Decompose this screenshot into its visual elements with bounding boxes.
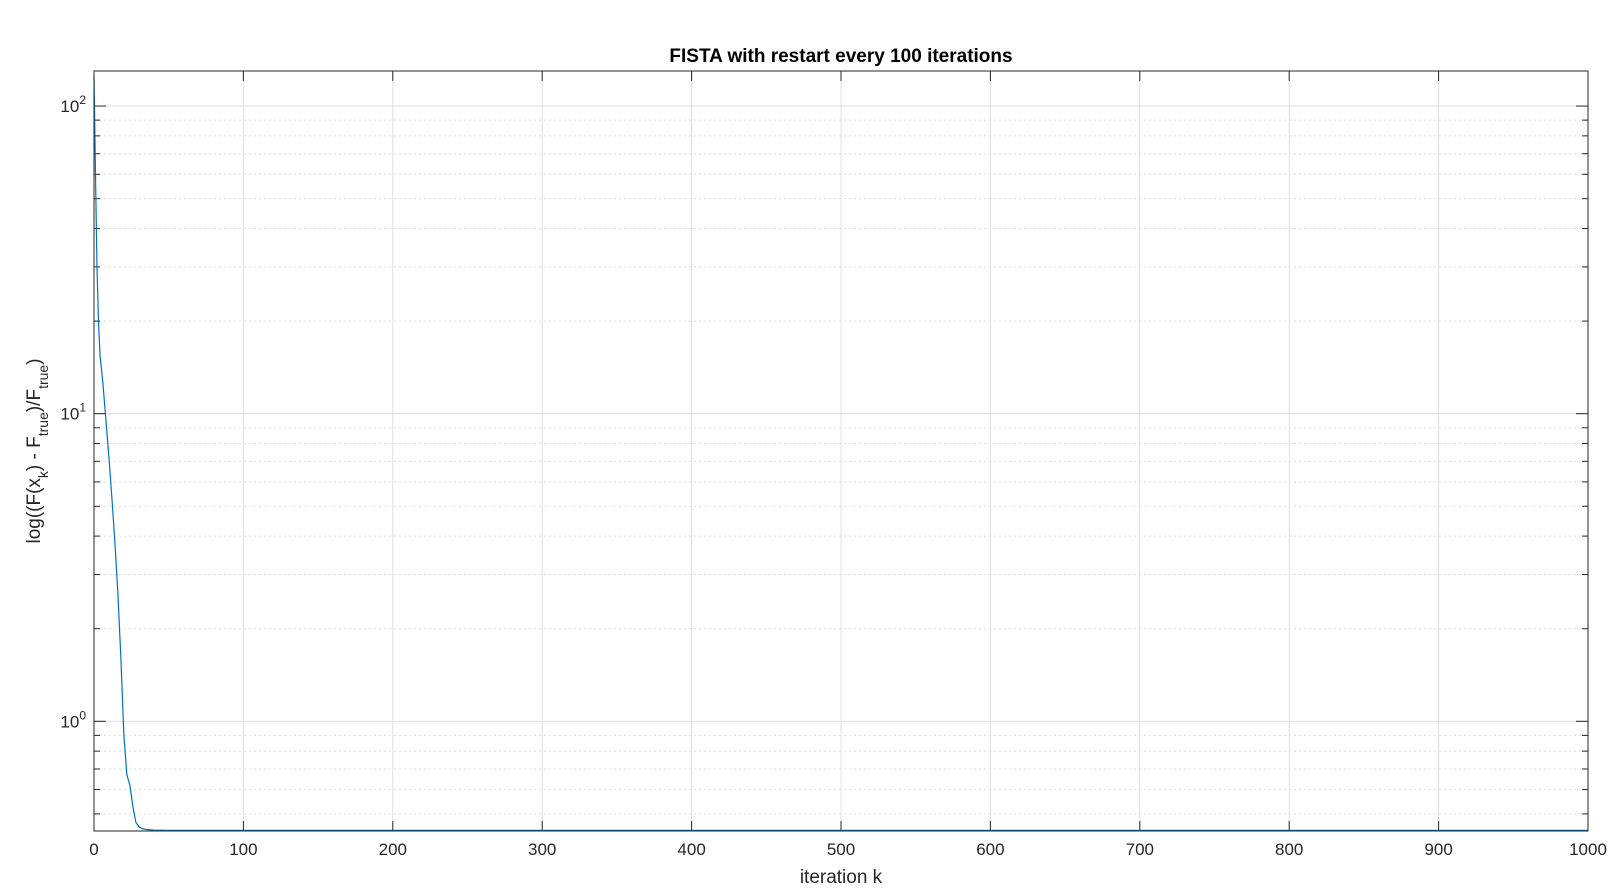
y-tick-labels: 100 101 102 (60, 93, 86, 731)
axis-ticks (93, 71, 1589, 831)
x-tick-label: 400 (677, 840, 705, 859)
x-tick-label: 500 (827, 840, 855, 859)
chart-title: FISTA with restart every 100 iterations (669, 46, 1012, 67)
x-tick-label: 100 (229, 840, 257, 859)
x-axis-label: iteration k (800, 867, 883, 888)
x-tick-label: 700 (1126, 840, 1154, 859)
y-tick-label: 101 (60, 401, 86, 424)
x-tick-label: 900 (1424, 840, 1452, 859)
axes-box (93, 70, 1589, 832)
x-tick-label: 300 (528, 840, 556, 859)
y-tick-label: 100 (60, 708, 86, 731)
x-tick-label: 600 (976, 840, 1004, 859)
x-tick-label: 0 (89, 840, 98, 859)
y-tick-label: 102 (60, 93, 86, 116)
y-axis-label: log((F(xk) - Ftrue)/Ftrue) (24, 358, 51, 543)
series-line (93, 76, 1588, 831)
x-tick-label: 800 (1275, 840, 1303, 859)
x-tick-labels: 0 100 200 300 400 500 600 700 800 900 1000 (89, 840, 1607, 859)
x-tick-label: 1000 (1569, 840, 1607, 859)
x-tick-label: 200 (379, 840, 407, 859)
